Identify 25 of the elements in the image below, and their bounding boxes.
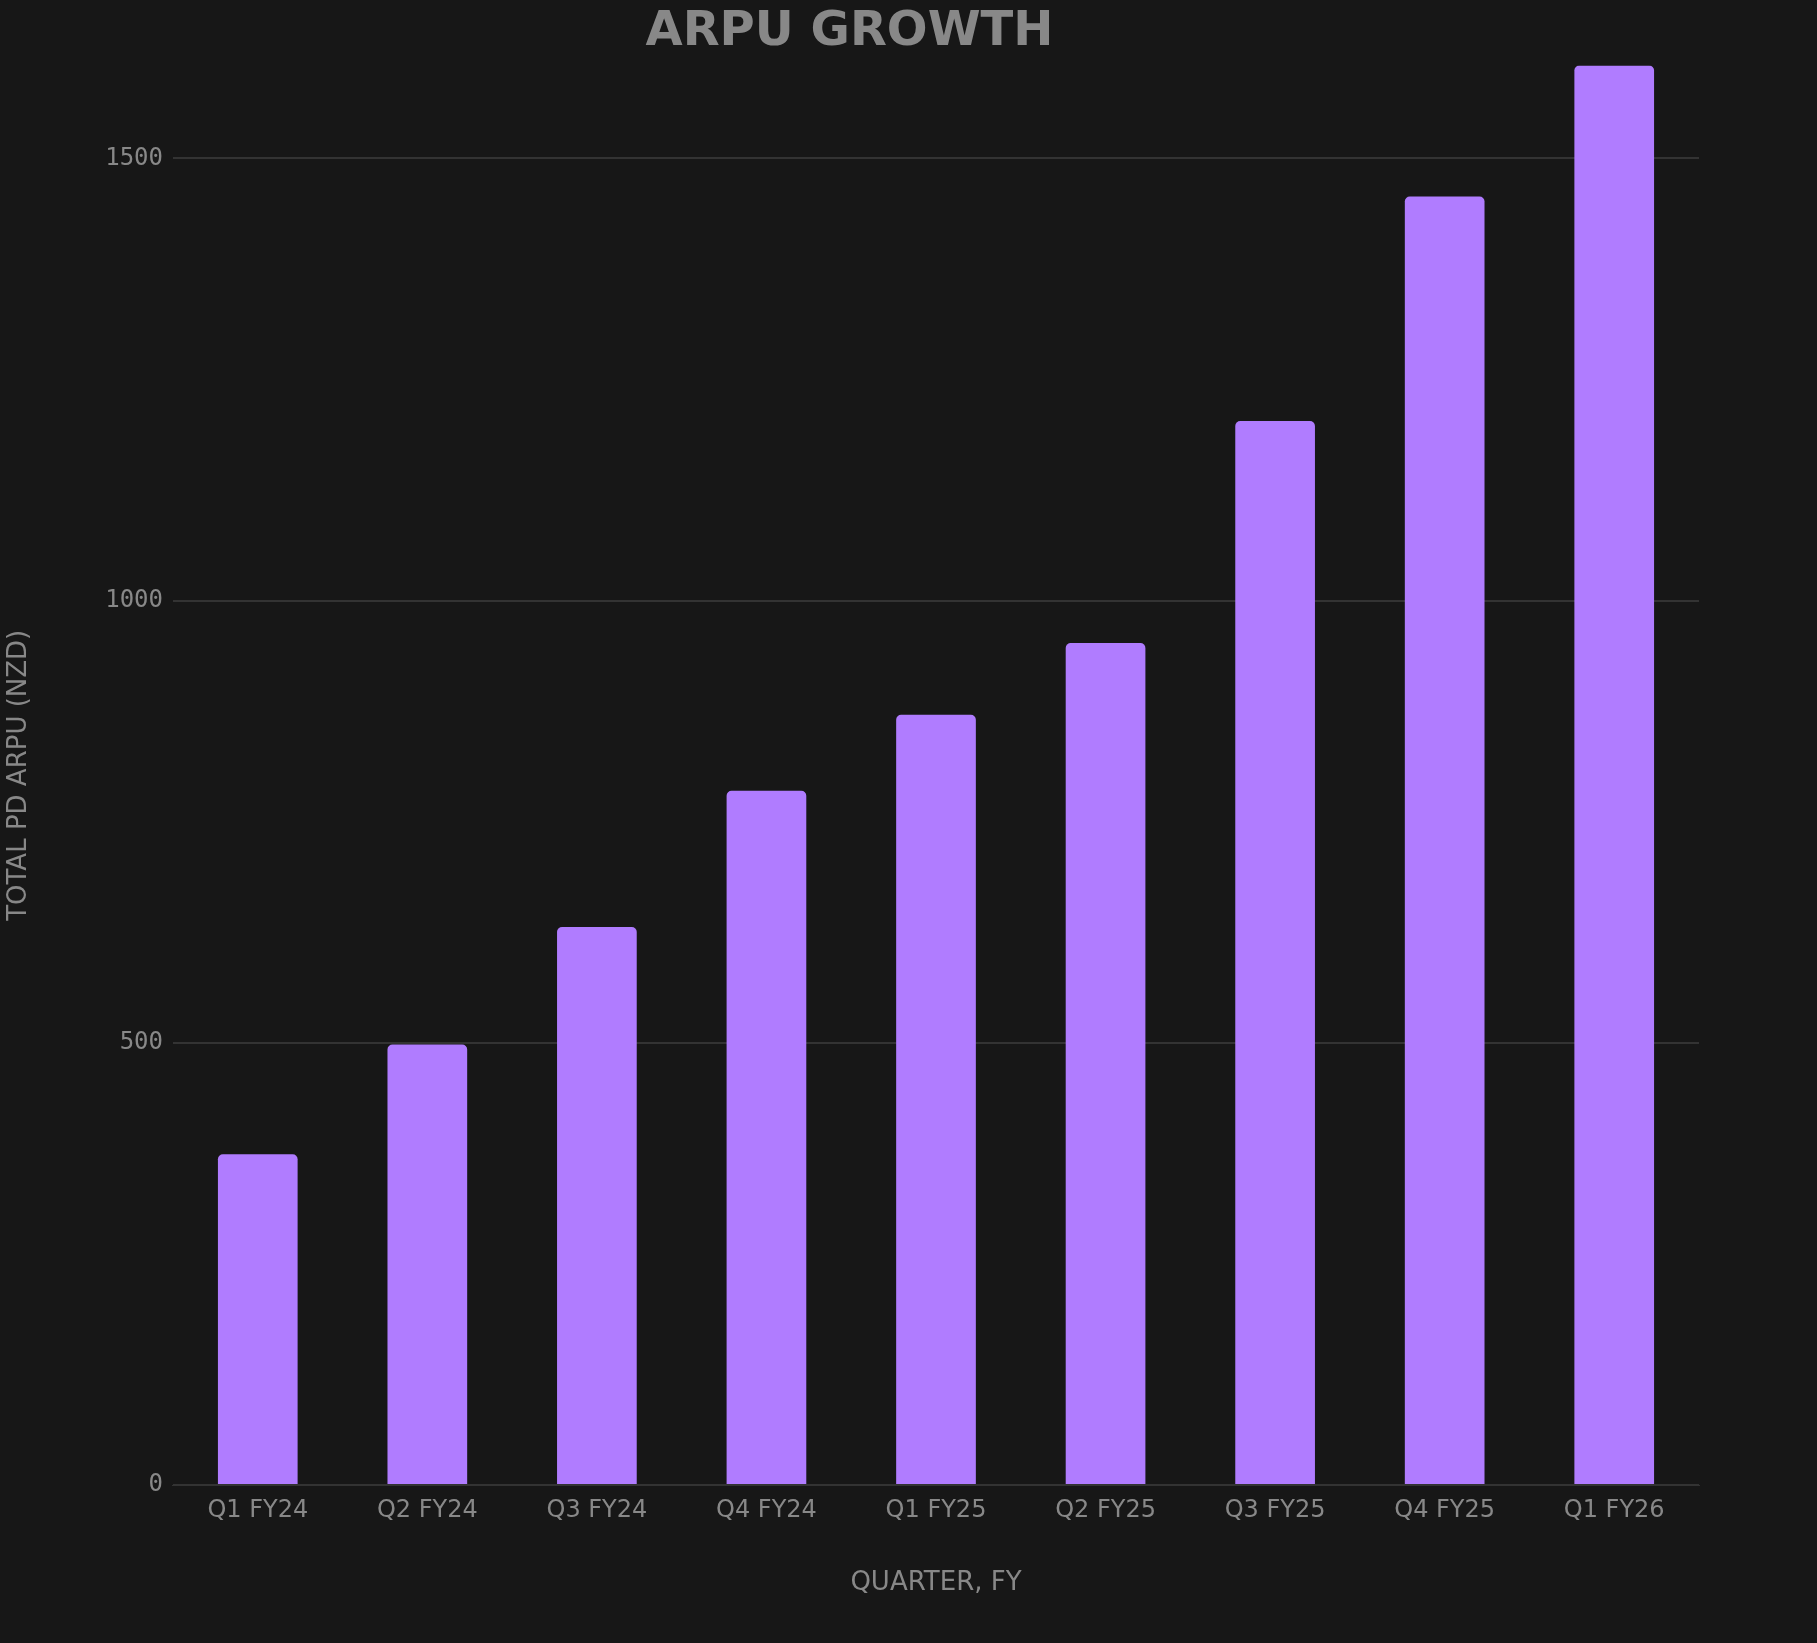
x-tick-label: Q1 FY26 bbox=[1563, 1494, 1665, 1523]
bar bbox=[896, 714, 976, 1484]
y-tick-label: 1500 bbox=[105, 142, 163, 171]
bar bbox=[557, 926, 637, 1484]
x-tick-label: Q2 FY25 bbox=[1055, 1494, 1156, 1523]
bar bbox=[387, 1044, 468, 1484]
x-tick-label: Q2 FY24 bbox=[376, 1494, 478, 1523]
x-tick-label: Q1 FY24 bbox=[207, 1494, 309, 1523]
x-axis-title: QUARTER, FY bbox=[850, 1566, 1022, 1597]
y-tick-label: 500 bbox=[119, 1027, 163, 1056]
x-tick-label: Q1 FY25 bbox=[885, 1494, 987, 1523]
y-tick-label: 0 bbox=[148, 1469, 163, 1498]
bar bbox=[726, 790, 807, 1484]
y-axis-title: TOTAL PD ARPU (NZD) bbox=[2, 629, 33, 922]
chart-title: ARPU GROWTH bbox=[645, 0, 1054, 57]
y-tick-label: 1000 bbox=[105, 584, 163, 613]
x-tick-label: Q4 FY25 bbox=[1394, 1494, 1496, 1523]
x-tick-label: Q3 FY24 bbox=[546, 1494, 648, 1523]
x-tick-label: Q3 FY25 bbox=[1224, 1494, 1326, 1523]
x-tick-label: Q4 FY24 bbox=[716, 1494, 817, 1523]
bar bbox=[1235, 421, 1315, 1484]
bar bbox=[1574, 65, 1655, 1484]
bar bbox=[217, 1154, 298, 1484]
bar bbox=[1404, 196, 1485, 1484]
bar bbox=[1065, 643, 1146, 1484]
